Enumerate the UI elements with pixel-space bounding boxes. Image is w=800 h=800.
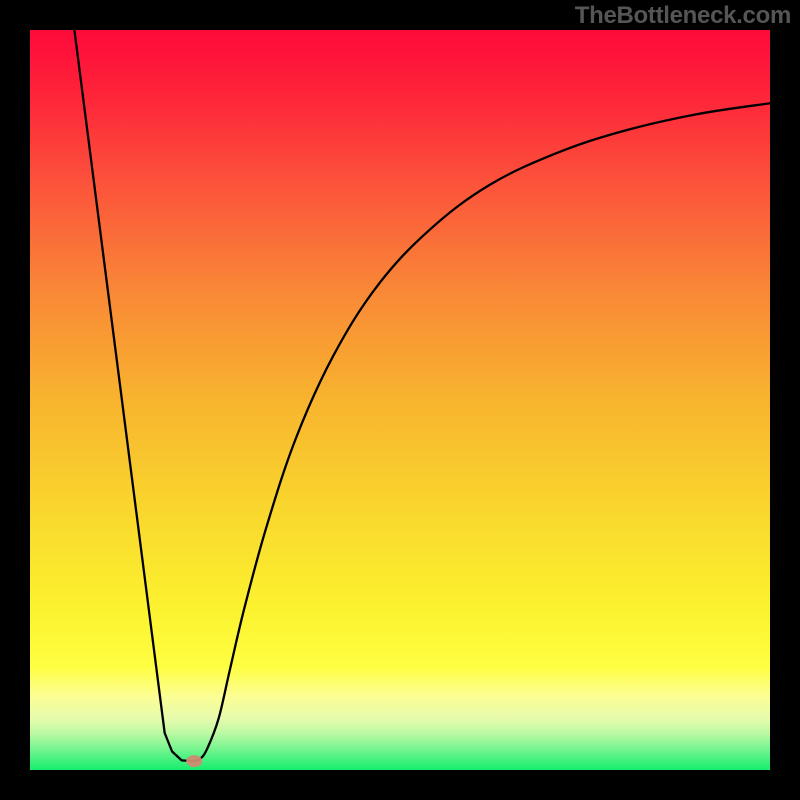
watermark-text: TheBottleneck.com xyxy=(575,2,791,30)
plot-svg xyxy=(30,30,770,770)
gradient-background xyxy=(30,30,770,770)
chart-container: TheBottleneck.com xyxy=(0,0,800,800)
plot-area xyxy=(30,30,770,770)
minimum-marker xyxy=(186,755,202,767)
